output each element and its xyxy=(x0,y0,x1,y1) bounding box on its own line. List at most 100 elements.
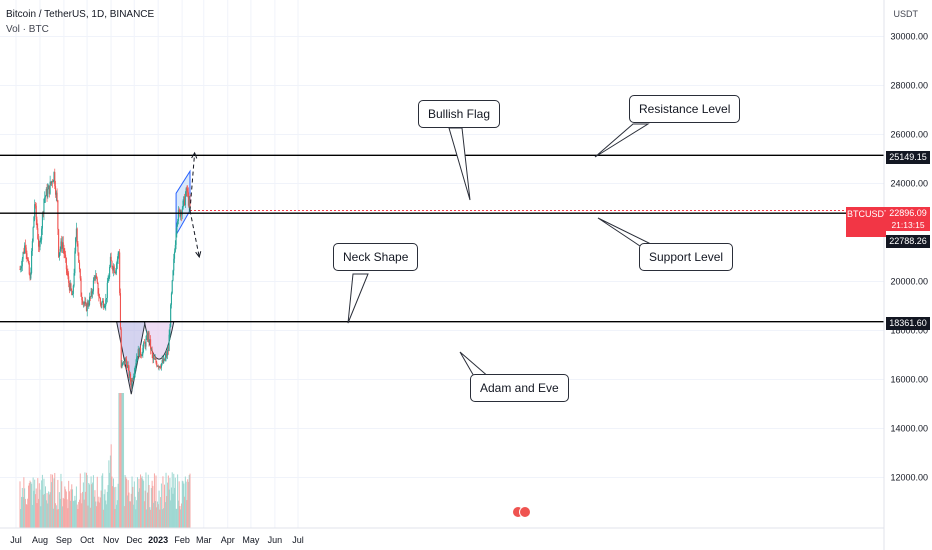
candle-body xyxy=(156,362,158,367)
candle-body xyxy=(19,269,21,271)
adam-eve-note[interactable]: Adam and Eve xyxy=(470,374,569,402)
volume-bar xyxy=(111,476,113,528)
volume-bar xyxy=(100,490,102,528)
volume-bar xyxy=(76,504,78,528)
annotation-leaders xyxy=(347,123,660,379)
volume-bar xyxy=(149,507,151,528)
volume-bar xyxy=(34,494,36,528)
candle-body xyxy=(49,181,51,194)
volume-bar xyxy=(64,486,66,528)
x-tick-label: Oct xyxy=(80,535,95,545)
volume-bar xyxy=(33,490,35,528)
volume-bars xyxy=(19,393,531,528)
support-note[interactable]: Support Level xyxy=(639,243,734,271)
candle-body xyxy=(183,196,185,201)
volume-bar xyxy=(34,479,36,528)
candle-body xyxy=(163,358,165,363)
volume-bar xyxy=(114,508,116,528)
candle-body xyxy=(129,373,131,377)
volume-bar xyxy=(72,501,74,528)
candle-body xyxy=(156,365,159,367)
candle-body xyxy=(115,270,117,274)
volume-bar xyxy=(155,475,157,528)
volume-bar xyxy=(55,505,57,528)
volume-bar xyxy=(157,504,159,528)
volume-bar xyxy=(103,494,105,528)
volume-bar xyxy=(166,496,168,528)
candle-body xyxy=(109,256,111,267)
volume-bar xyxy=(81,503,83,528)
candle-body xyxy=(122,361,125,363)
volume-bar xyxy=(36,503,38,528)
volume-bar xyxy=(128,492,130,528)
volume-bar xyxy=(143,501,145,528)
candle-body xyxy=(139,347,141,357)
x-tick-label: Jul xyxy=(292,535,304,545)
volume-bar xyxy=(153,502,155,528)
neck-shape-note[interactable]: Neck Shape xyxy=(333,243,419,271)
volume-bar xyxy=(189,473,191,528)
volume-bar xyxy=(39,489,41,528)
x-tick-label: Dec xyxy=(126,535,143,545)
candle-body xyxy=(142,348,144,355)
volume-bar xyxy=(141,476,143,528)
candle-body xyxy=(188,200,190,206)
candle-body xyxy=(122,362,124,364)
candle-body xyxy=(176,223,178,234)
volume-bar xyxy=(87,505,89,528)
volume-bar xyxy=(117,483,119,528)
volume-bar xyxy=(58,492,60,528)
candle-body xyxy=(154,359,156,360)
volume-bar xyxy=(140,477,142,528)
volume-bar xyxy=(148,484,150,528)
candle-body xyxy=(102,300,104,303)
volume-bar xyxy=(89,484,91,528)
candle-body xyxy=(161,360,163,364)
candle-body xyxy=(88,304,90,306)
volume-bar xyxy=(32,477,34,528)
volume-bar xyxy=(77,508,79,528)
volume-bar xyxy=(107,485,109,528)
volume-bar xyxy=(51,474,53,528)
candle-body xyxy=(105,298,108,300)
resistance-note[interactable]: Resistance Level xyxy=(629,95,741,123)
volume-bar xyxy=(99,502,101,528)
candle-body xyxy=(149,339,151,342)
candle-body xyxy=(168,334,170,352)
candle-body xyxy=(135,362,137,367)
volume-bar xyxy=(131,476,133,528)
candle-body xyxy=(174,244,176,252)
volume-bar xyxy=(24,498,26,528)
volume-bar xyxy=(181,480,183,528)
candle-body xyxy=(32,227,34,242)
x-tick-label: Apr xyxy=(221,535,235,545)
volume-bar xyxy=(27,498,29,528)
candle-body xyxy=(28,263,30,275)
candle-body xyxy=(79,269,81,279)
candle-body xyxy=(29,274,31,279)
bullish-flag-note[interactable]: Bullish Flag xyxy=(418,100,501,128)
candle-body xyxy=(129,373,132,382)
candle-body xyxy=(48,185,50,190)
volume-bar xyxy=(30,482,32,528)
volume-bar xyxy=(95,506,97,528)
volume-bar xyxy=(121,393,123,528)
event-icon xyxy=(519,506,531,518)
y-tick-label: 16000.00 xyxy=(890,375,928,385)
candle-body xyxy=(169,327,171,335)
volume-bar xyxy=(96,476,98,528)
candle-body xyxy=(163,358,166,361)
candle-body xyxy=(143,342,145,344)
volume-bar xyxy=(68,491,70,528)
candle-body xyxy=(85,303,88,311)
candle-body xyxy=(138,349,140,357)
volume-bar xyxy=(61,506,63,528)
candle-body xyxy=(99,298,101,304)
candle-body xyxy=(24,245,26,254)
volume-bar xyxy=(187,481,189,528)
candle-body xyxy=(100,303,102,306)
volume-bar xyxy=(94,490,96,528)
candle-body xyxy=(21,258,23,267)
time-axis: Jul Aug Sep Oct Nov Dec 2023 Feb Mar Apr May Jun Jul xyxy=(0,527,884,545)
